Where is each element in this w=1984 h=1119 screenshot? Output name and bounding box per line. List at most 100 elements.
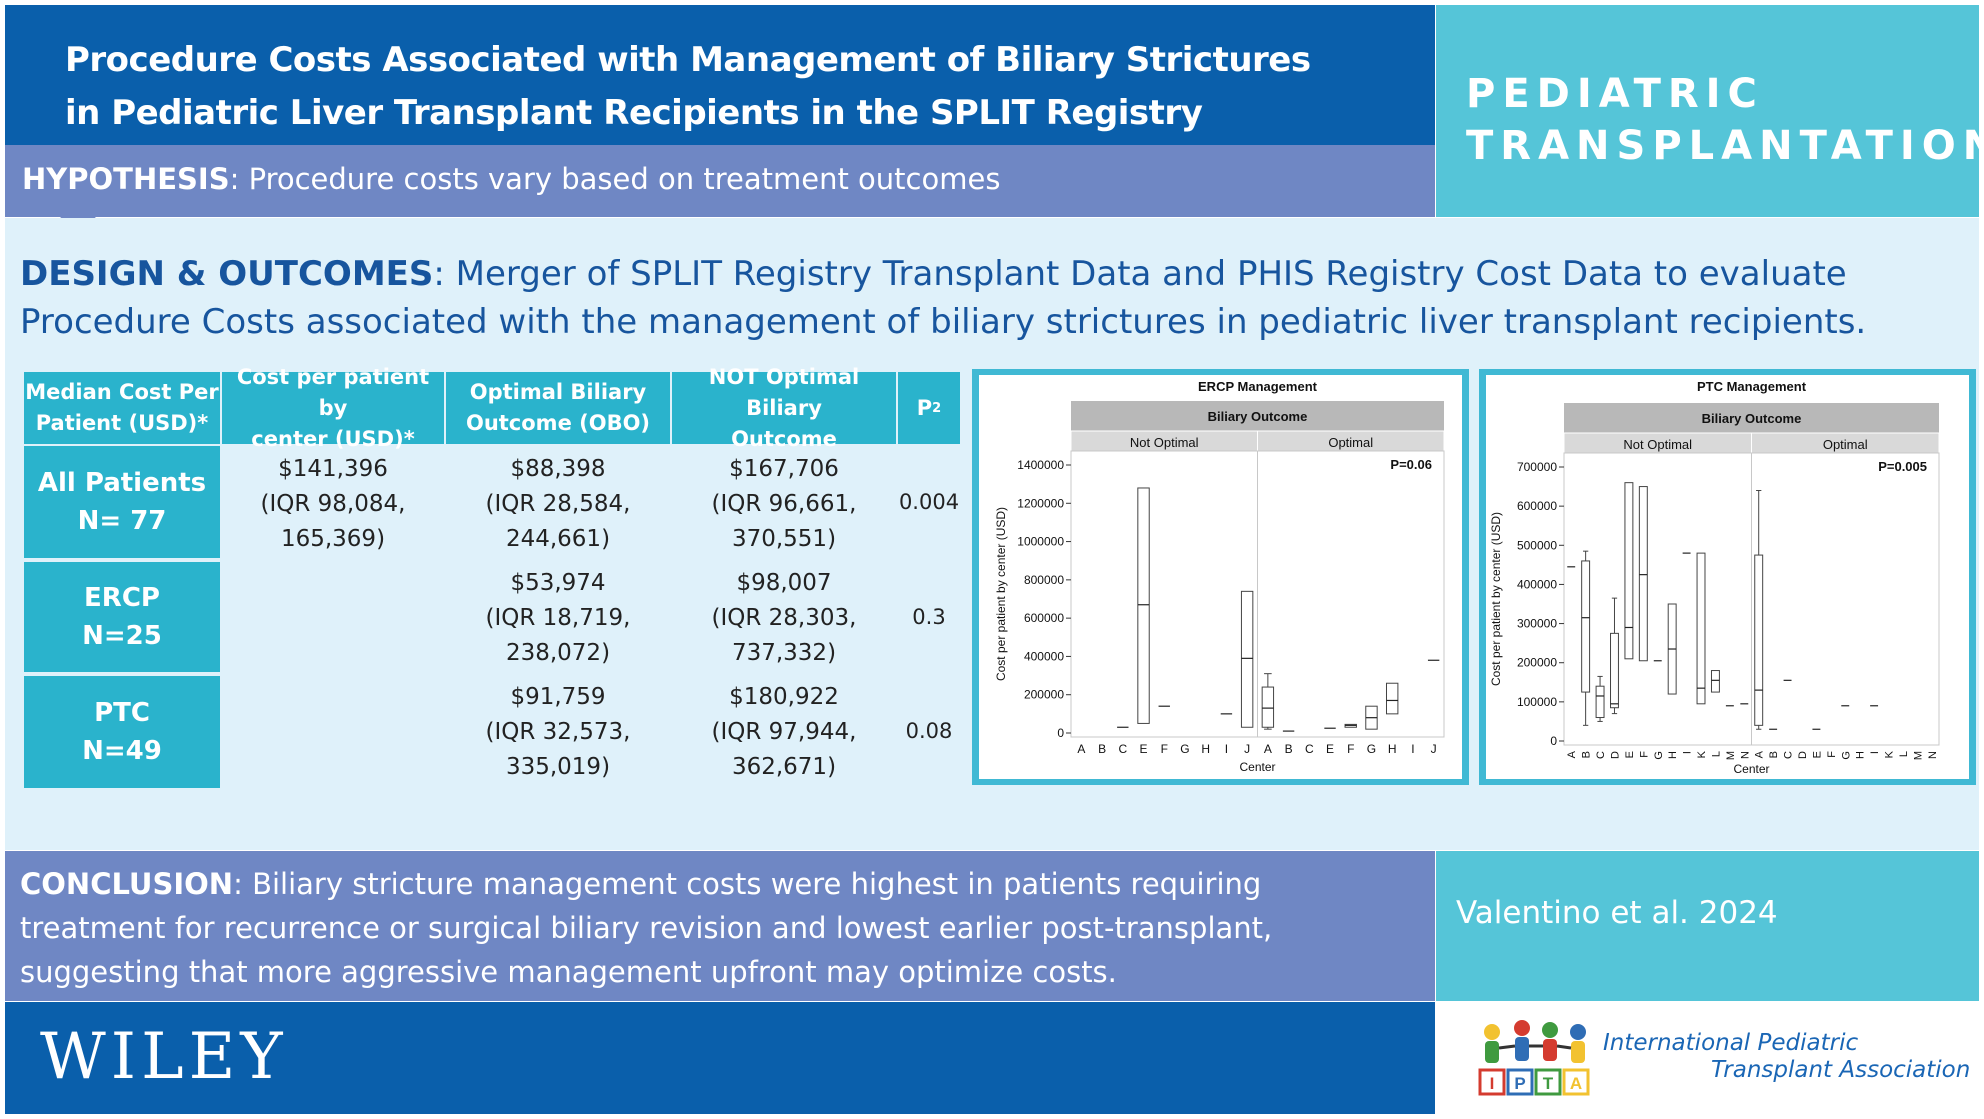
- ipta-block-letter: A: [1570, 1074, 1582, 1093]
- facet-title: Biliary Outcome: [1208, 409, 1308, 424]
- x-tick-label: L: [1898, 751, 1910, 757]
- x-tick-label: I: [1225, 742, 1228, 756]
- x-tick-label: E: [1811, 751, 1823, 758]
- x-tick-label: A: [1566, 750, 1578, 758]
- box-H: [1667, 603, 1677, 695]
- box-body: [1261, 686, 1275, 728]
- header-not-obo: NOT Optimal Biliary Outcome: [672, 365, 896, 451]
- x-tick-label: E: [1326, 742, 1334, 756]
- facet-title-strip: [1071, 401, 1444, 431]
- x-tick-label: A: [1264, 742, 1272, 756]
- row-label-ercp: ERCP N=25: [24, 562, 220, 672]
- y-tick-label: 600000: [1517, 499, 1557, 513]
- title-band: [5, 5, 1435, 145]
- x-tick-label: J: [1244, 742, 1250, 756]
- y-tick-label: 0: [1550, 734, 1557, 748]
- y-tick-label: 1200000: [1017, 496, 1064, 510]
- y-tick-label: 800000: [1024, 573, 1064, 587]
- facet-title: Biliary Outcome: [1702, 411, 1802, 426]
- x-tick-label: I: [1682, 751, 1694, 754]
- box-body: [1696, 552, 1706, 705]
- x-tick-label: D: [1797, 751, 1809, 759]
- x-tick-label: F: [1347, 742, 1354, 756]
- facet-title-strip: [1564, 403, 1939, 433]
- ercp-chart: ERCP Management Biliary Outcome Not Optima…: [994, 379, 1445, 774]
- y-axis-label: Cost per patient by center (USD): [994, 507, 1008, 681]
- ipta-block: [1534, 1068, 1562, 1096]
- box-body: [1240, 590, 1254, 728]
- x-tick-label: C: [1118, 742, 1127, 756]
- x-tick-label: M: [1912, 751, 1924, 760]
- x-tick-label: K: [1696, 750, 1708, 758]
- x-tick-label: F: [1161, 742, 1168, 756]
- x-axis-label: Center: [1239, 760, 1275, 774]
- cell-center-all: $141,396 (IQR 98,084, 165,369): [260, 456, 406, 552]
- box-body: [1638, 486, 1648, 662]
- title-line-2: in Pediatric Liver Transplant Recipients…: [65, 93, 1203, 133]
- y-tick-label: 100000: [1517, 695, 1557, 709]
- journal-line-2: TRANSPLANTATION: [1466, 123, 1984, 169]
- cell-obo-all: $88,398 (IQR 28,584, 244,661): [485, 456, 631, 552]
- y-tick-label: 600000: [1024, 611, 1064, 625]
- x-tick-label: H: [1855, 751, 1867, 759]
- x-tick-label: B: [1768, 751, 1780, 758]
- facet-panel: [1257, 450, 1445, 738]
- box-F: [1638, 486, 1648, 662]
- x-tick-label: G: [1840, 751, 1852, 760]
- box-E: [1137, 487, 1150, 724]
- wiley-logo: WILEY: [40, 1020, 288, 1094]
- box-body: [1137, 487, 1150, 724]
- box-body: [1710, 670, 1720, 693]
- y-tick-label: 300000: [1517, 617, 1557, 631]
- x-tick-label: H: [1667, 751, 1679, 759]
- cell-obo-ptc: $91,759 (IQR 32,573, 335,019): [485, 684, 631, 780]
- box-body: [1385, 682, 1399, 715]
- conclusion: CONCLUSION: Biliary stricture management…: [20, 862, 1420, 994]
- box-D: [1610, 597, 1619, 715]
- x-tick-label: H: [1201, 742, 1210, 756]
- row-label-ptc: PTC N=49: [24, 676, 220, 788]
- x-tick-label: B: [1581, 751, 1593, 758]
- citation: Valentino et al. 2024: [1456, 895, 1778, 931]
- x-tick-label: B: [1098, 742, 1106, 756]
- facet-label: Optimal: [1328, 435, 1373, 450]
- p-value-annotation: P=0.005: [1878, 459, 1927, 474]
- design-outcomes: DESIGN & OUTCOMES: Merger of SPLIT Regis…: [20, 250, 1960, 346]
- x-tick-label: C: [1783, 751, 1795, 759]
- x-tick-label: M: [1725, 751, 1737, 760]
- box-F: [1344, 723, 1357, 728]
- x-tick-label: K: [1884, 750, 1896, 758]
- box-body: [1581, 560, 1591, 693]
- box-L: [1710, 670, 1720, 693]
- facet-label: Not Optimal: [1130, 435, 1199, 450]
- journal-line-1: PEDIATRIC: [1466, 71, 1764, 117]
- box-body: [1610, 632, 1619, 709]
- conclusion-band: [5, 851, 1435, 1001]
- x-tick-label: D: [1609, 751, 1621, 759]
- x-tick-label: C: [1305, 742, 1314, 756]
- chart-title: PTC Management: [1697, 379, 1807, 394]
- cell-not-obo-ptc: $180,922 (IQR 97,944, 362,671): [711, 684, 857, 780]
- facet-panel: [1563, 452, 1752, 746]
- box-H: [1385, 682, 1399, 715]
- y-tick-label: 400000: [1517, 577, 1557, 591]
- journal-box: [1436, 5, 1979, 217]
- row-label-all: All Patients N= 77: [24, 446, 220, 558]
- header-obo: Optimal Biliary Outcome (OBO): [446, 372, 670, 444]
- conclusion-text-1: : Biliary stricture management costs wer…: [233, 867, 1262, 901]
- journal-name: PEDIATRIC TRANSPLANTATION: [1466, 68, 1984, 172]
- x-tick-label: N: [1927, 751, 1939, 759]
- ipta-children-figures: [1484, 1020, 1586, 1063]
- ipta-block-letter: T: [1543, 1074, 1554, 1093]
- box-B: [1581, 550, 1591, 726]
- x-tick-label: A: [1077, 742, 1085, 756]
- y-tick-label: 700000: [1517, 460, 1557, 474]
- ipta-line-2: Transplant Association: [1711, 1057, 1971, 1083]
- ipta-block: [1506, 1068, 1534, 1096]
- design-text-2: Procedure Costs associated with the mana…: [20, 302, 1867, 342]
- ptc-chart: PTC Management Biliary Outcome Not Optimal…: [1489, 379, 1940, 776]
- x-tick-label: A: [1754, 750, 1766, 758]
- citation-box: [1436, 851, 1979, 1001]
- cell-p-all: 0.004: [898, 490, 960, 514]
